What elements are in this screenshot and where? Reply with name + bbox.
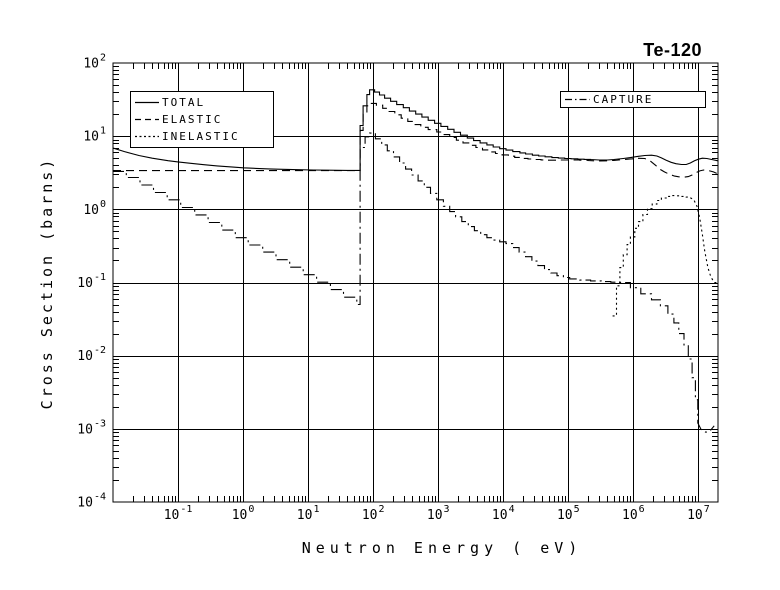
inelastic-line-swatch	[135, 135, 159, 138]
svg-text:100: 100	[232, 504, 255, 523]
svg-text:101: 101	[297, 504, 320, 523]
legend-label-total: TOTAL	[162, 96, 206, 109]
series-paths	[113, 89, 718, 433]
svg-text:102: 102	[362, 504, 385, 523]
svg-text:104: 104	[492, 504, 515, 523]
legend-entry-elastic: ELASTIC	[134, 112, 273, 128]
svg-text:100: 100	[83, 199, 106, 218]
total-line-swatch	[135, 101, 159, 104]
svg-text:105: 105	[557, 504, 580, 523]
minor-ticks	[113, 63, 718, 502]
y-tick-labels: 102 101 100 10-1 10-2 10-3 10-4	[77, 53, 106, 511]
svg-text:103: 103	[427, 504, 450, 523]
y-axis-title: Cross Section (barns)	[38, 156, 56, 410]
legend-label-elastic: ELASTIC	[162, 113, 223, 126]
chart-title: Te-120	[643, 40, 702, 60]
svg-text:101: 101	[83, 126, 106, 145]
legend-main: TOTAL ELASTIC INELASTIC	[130, 91, 274, 148]
series-capture	[113, 132, 715, 433]
x-axis-title: Neutron Energy ( eV)	[301, 539, 583, 557]
svg-text:10-4: 10-4	[77, 492, 106, 511]
elastic-line-swatch	[135, 118, 159, 121]
x-tick-labels: 10-1 100 101 102 103 104 105 106 107	[164, 504, 710, 523]
legend-entry-inelastic: INELASTIC	[134, 129, 273, 145]
svg-text:10-2: 10-2	[77, 345, 106, 364]
grid-lines	[113, 63, 718, 502]
svg-text:10-1: 10-1	[164, 504, 193, 523]
svg-text:102: 102	[83, 53, 106, 72]
legend-entry-total: TOTAL	[134, 95, 273, 111]
legend-label-inelastic: INELASTIC	[162, 130, 240, 143]
svg-text:10-3: 10-3	[77, 418, 106, 437]
legend-capture: CAPTURE	[560, 91, 706, 108]
svg-text:10-1: 10-1	[77, 272, 106, 291]
svg-text:107: 107	[687, 504, 710, 523]
plot-frame	[112, 62, 719, 503]
legend-label-capture: CAPTURE	[593, 93, 654, 106]
series-elastic	[113, 102, 718, 178]
series-total	[113, 89, 718, 171]
series-inelastic	[612, 195, 718, 317]
svg-text:106: 106	[622, 504, 645, 523]
capture-line-swatch	[565, 98, 590, 101]
legend-entry-capture: CAPTURE	[564, 92, 653, 108]
